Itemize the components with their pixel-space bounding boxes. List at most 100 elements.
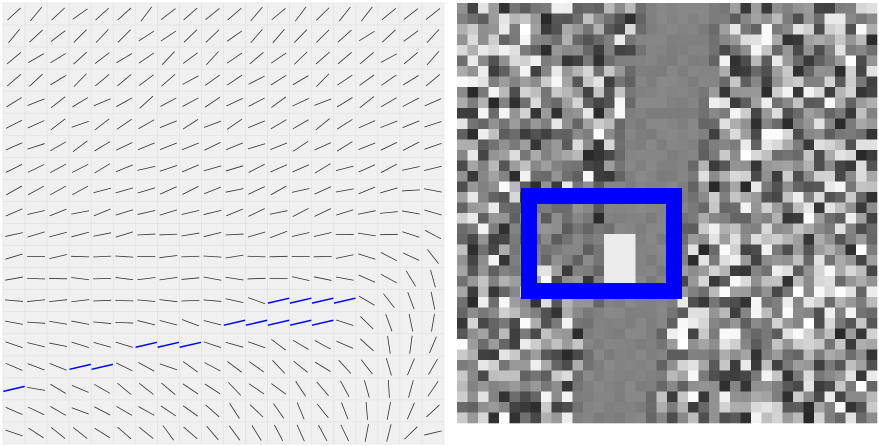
image-pixel (688, 24, 699, 35)
image-pixel (478, 119, 489, 130)
image-pixel (699, 140, 710, 151)
image-pixel (846, 350, 857, 361)
image-pixel (541, 98, 552, 109)
image-pixel (751, 329, 762, 340)
image-pixel (762, 245, 773, 256)
image-pixel (741, 3, 752, 14)
image-pixel (720, 192, 731, 203)
image-pixel (573, 381, 584, 392)
image-pixel (625, 255, 636, 266)
image-pixel (793, 66, 804, 77)
image-pixel (625, 87, 636, 98)
image-pixel (699, 287, 710, 298)
image-pixel (615, 35, 626, 46)
image-pixel (720, 245, 731, 256)
image-pixel (730, 392, 741, 403)
image-pixel (814, 234, 825, 245)
image-pixel (457, 213, 468, 224)
image-pixel (835, 339, 846, 350)
image-pixel (856, 24, 867, 35)
image-pixel (520, 87, 531, 98)
image-pixel (709, 171, 720, 182)
image-pixel (583, 171, 594, 182)
image-pixel (489, 150, 500, 161)
image-pixel (594, 413, 605, 424)
image-pixel (741, 45, 752, 56)
image-pixel (510, 329, 521, 340)
image-pixel (856, 287, 867, 298)
image-pixel (667, 413, 678, 424)
image-pixel (678, 129, 689, 140)
image-pixel (751, 35, 762, 46)
image-pixel (562, 24, 573, 35)
image-pixel (457, 182, 468, 193)
image-pixel (552, 402, 563, 413)
image-pixel (489, 129, 500, 140)
image-pixel (856, 3, 867, 14)
image-pixel (688, 66, 699, 77)
image-pixel (730, 413, 741, 424)
image-pixel (709, 203, 720, 214)
image-pixel (541, 161, 552, 172)
image-pixel (783, 234, 794, 245)
image-pixel (457, 77, 468, 88)
image-pixel (730, 308, 741, 319)
image-pixel (667, 98, 678, 109)
image-pixel (646, 234, 657, 245)
image-pixel (825, 3, 836, 14)
image-pixel (783, 87, 794, 98)
image-pixel (510, 56, 521, 67)
image-pixel (594, 308, 605, 319)
image-pixel (625, 266, 636, 277)
image-pixel (552, 350, 563, 361)
image-pixel (499, 192, 510, 203)
image-pixel (751, 234, 762, 245)
image-pixel (783, 108, 794, 119)
image-pixel (814, 392, 825, 403)
image-pixel (478, 402, 489, 413)
image-pixel (741, 14, 752, 25)
image-pixel (741, 171, 752, 182)
image-pixel (730, 350, 741, 361)
image-pixel (720, 402, 731, 413)
image-pixel (846, 192, 857, 203)
image-pixel (615, 140, 626, 151)
image-pixel (657, 245, 668, 256)
image-pixel (741, 381, 752, 392)
image-pixel (804, 392, 815, 403)
image-pixel (741, 182, 752, 193)
image-pixel (594, 224, 605, 235)
image-pixel (856, 413, 867, 424)
image-pixel (751, 371, 762, 382)
image-pixel (762, 77, 773, 88)
image-pixel (510, 318, 521, 329)
image-pixel (720, 24, 731, 35)
image-pixel (657, 255, 668, 266)
image-pixel (804, 56, 815, 67)
image-pixel (730, 329, 741, 340)
image-pixel (478, 276, 489, 287)
image-pixel (646, 140, 657, 151)
image-pixel (783, 287, 794, 298)
image-pixel (636, 3, 647, 14)
image-pixel (520, 392, 531, 403)
image-pixel (636, 360, 647, 371)
image-pixel (814, 402, 825, 413)
image-pixel (499, 339, 510, 350)
image-pixel (594, 14, 605, 25)
image-pixel (709, 3, 720, 14)
image-pixel (825, 35, 836, 46)
image-pixel (835, 98, 846, 109)
image-pixel (846, 413, 857, 424)
image-pixel (667, 329, 678, 340)
image-pixel (835, 66, 846, 77)
image-pixel (625, 371, 636, 382)
image-pixel (499, 276, 510, 287)
image-pixel (541, 119, 552, 130)
image-pixel (825, 24, 836, 35)
image-pixel (541, 350, 552, 361)
image-pixel (720, 381, 731, 392)
image-pixel (478, 245, 489, 256)
image-pixel (793, 360, 804, 371)
image-pixel (510, 308, 521, 319)
